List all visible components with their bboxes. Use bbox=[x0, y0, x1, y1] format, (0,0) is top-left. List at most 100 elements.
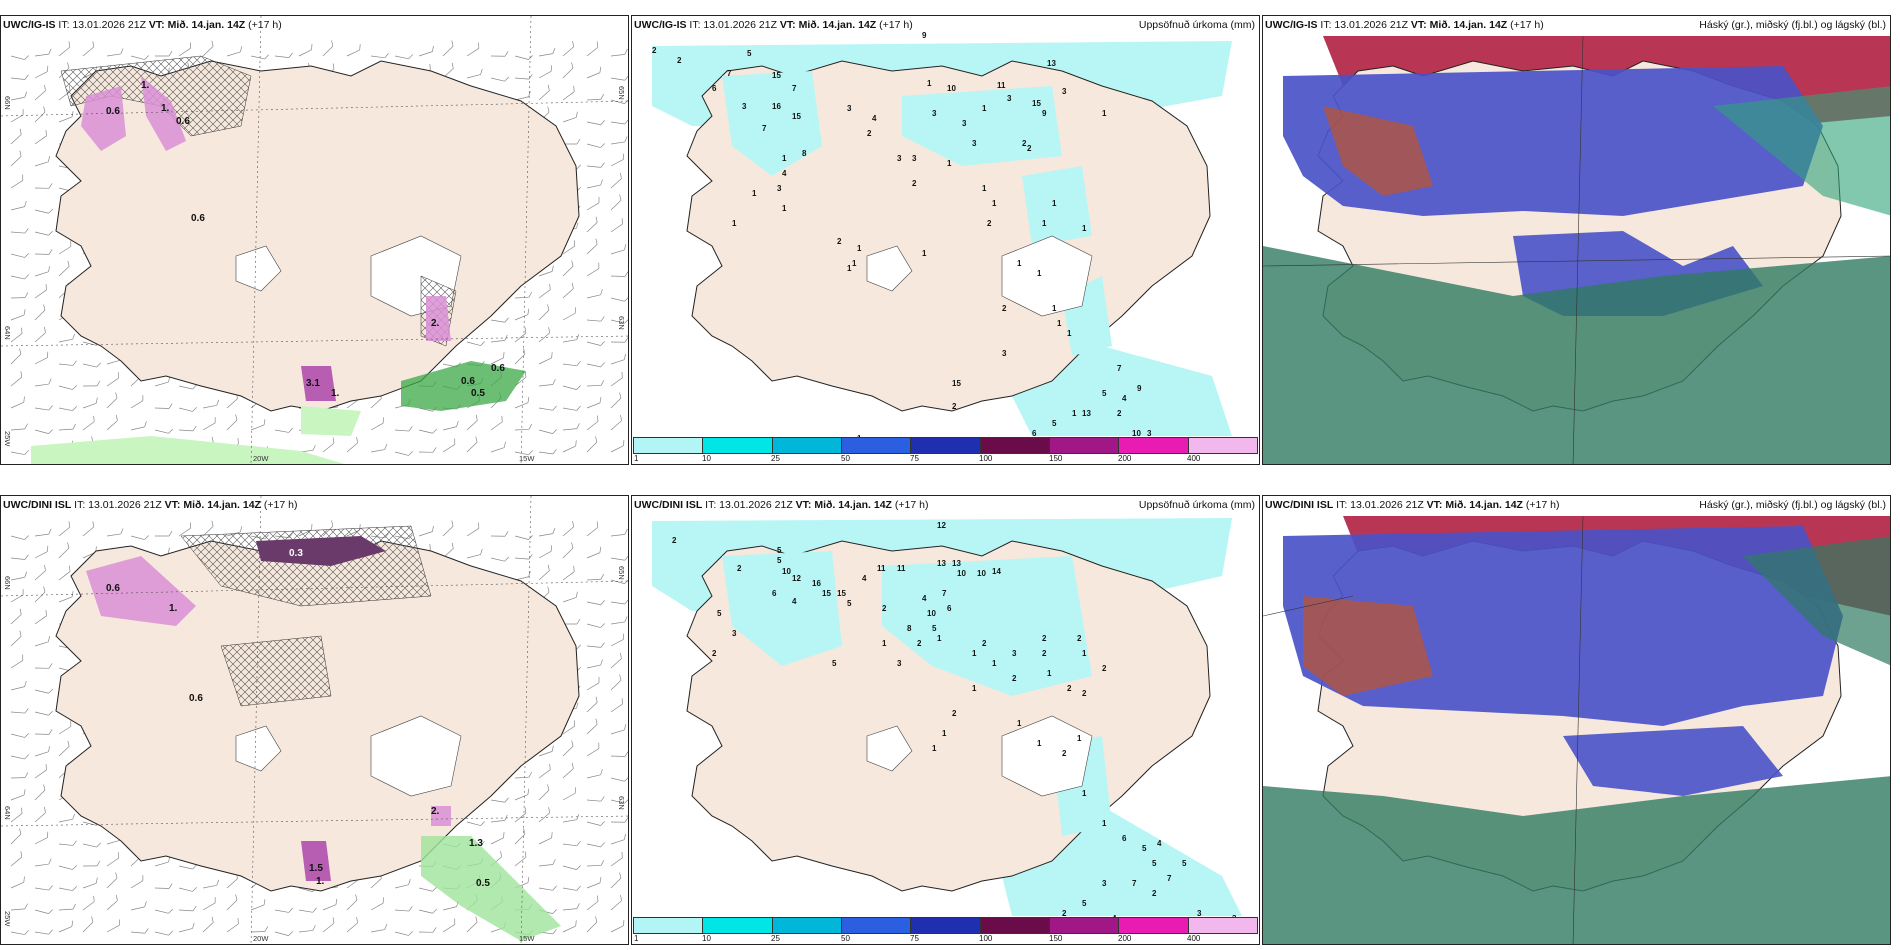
wind-barb bbox=[610, 392, 622, 409]
precip-value: 2 bbox=[712, 649, 717, 658]
panel-title: Háský (gr.), miðský (fj.bl.) og lágský (… bbox=[1699, 19, 1886, 31]
wind-barb bbox=[34, 156, 51, 167]
rain-label: 1.3 bbox=[469, 838, 483, 849]
wind-barb bbox=[490, 441, 506, 453]
precip-value: 10 bbox=[957, 569, 966, 578]
wind-barb bbox=[514, 571, 531, 581]
precip-light-area bbox=[1022, 166, 1092, 246]
wind-barb bbox=[58, 542, 70, 559]
wind-barb bbox=[586, 196, 600, 211]
wind-barb bbox=[10, 174, 24, 189]
colorbar-label: 10 bbox=[702, 454, 711, 463]
wind-barb bbox=[466, 436, 478, 453]
lat-label: 64N bbox=[3, 806, 12, 820]
wind-barb bbox=[442, 918, 456, 933]
snow-labels: 0.3 0.6 1. 0.6 2. 1.5 1. 1.3 0.5 bbox=[106, 548, 490, 889]
wind-barb bbox=[514, 308, 530, 321]
wind-barb bbox=[586, 362, 605, 368]
colorbar-swatch bbox=[634, 438, 704, 453]
rain-area-light bbox=[301, 406, 361, 436]
wind-barb bbox=[394, 54, 413, 60]
wind-barb bbox=[490, 351, 505, 365]
wind-barb bbox=[34, 545, 49, 559]
lat-label: 65N bbox=[617, 86, 626, 100]
precip-value: 5 bbox=[832, 659, 837, 668]
precip-value: 2 bbox=[677, 56, 682, 65]
precip-value: 2 bbox=[912, 179, 917, 188]
wind-barb bbox=[610, 75, 628, 81]
precip-value: 1 bbox=[937, 634, 942, 643]
wind-barb bbox=[10, 571, 28, 581]
wind-barb bbox=[106, 919, 120, 933]
wind-barb bbox=[466, 42, 480, 57]
wind-barb bbox=[466, 414, 478, 431]
wind-barb bbox=[154, 530, 173, 537]
panel-header: UWC/IG-IS IT: 13.01.2026 21Z VT: Mið. 14… bbox=[634, 19, 913, 31]
wind-barb bbox=[10, 292, 29, 299]
wind-barb bbox=[298, 445, 316, 453]
precip-value: 7 bbox=[727, 69, 732, 78]
wind-barb bbox=[562, 762, 574, 779]
precip-value: 13 bbox=[952, 559, 961, 568]
precip-value: 5 bbox=[717, 609, 722, 618]
wind-barb bbox=[322, 898, 338, 911]
precip-value: 3 bbox=[1012, 649, 1017, 658]
snow-labels: 0.6 1. 1. 0.6 0.6 3.1 1. 2. 0.6 0.6 0.5 bbox=[106, 80, 505, 399]
precip-value: 10 bbox=[782, 567, 791, 576]
precip-value: 2 bbox=[1062, 909, 1067, 918]
wind-barb bbox=[538, 84, 550, 101]
wind-barb bbox=[34, 183, 53, 189]
snow-area bbox=[431, 806, 451, 826]
wind-barb bbox=[250, 926, 269, 933]
colorbar-swatch bbox=[703, 438, 773, 453]
wind-barb bbox=[34, 284, 47, 299]
colorbar-label: 150 bbox=[1049, 934, 1063, 943]
iceland-land bbox=[55, 60, 580, 412]
wind-barb bbox=[58, 260, 70, 277]
wind-barb bbox=[58, 385, 77, 390]
wind-barb bbox=[154, 930, 173, 936]
precip-value: 4 bbox=[1122, 394, 1127, 403]
wind-barb bbox=[202, 897, 216, 911]
wind-barb bbox=[10, 754, 29, 760]
wind-barb bbox=[34, 710, 53, 716]
wind-barb bbox=[562, 282, 574, 299]
wind-barb bbox=[10, 903, 28, 911]
wind-barb bbox=[586, 573, 605, 581]
wind-barb bbox=[34, 784, 46, 801]
lat-label: 64N bbox=[3, 326, 12, 340]
colorbar: 1 10 25 50 75 100 150 200 400 bbox=[633, 437, 1258, 463]
wind-barb bbox=[562, 405, 581, 411]
wind-barb bbox=[58, 565, 71, 581]
wind-barb bbox=[442, 520, 454, 537]
precip-value: 5 bbox=[1102, 389, 1107, 398]
snow-label: 1. bbox=[169, 603, 178, 614]
precip-value: 2 bbox=[1152, 889, 1157, 898]
precip-value: 5 bbox=[747, 49, 752, 58]
wind-barb bbox=[394, 426, 413, 432]
wind-barb bbox=[130, 421, 147, 431]
wind-barb bbox=[274, 52, 293, 58]
wind-barb bbox=[562, 814, 580, 823]
wind-barb bbox=[202, 417, 216, 431]
wind-barb bbox=[154, 908, 173, 914]
wind-barb bbox=[586, 696, 598, 713]
wind-barb bbox=[586, 238, 598, 255]
wind-barb bbox=[610, 172, 622, 189]
precip-value: 1 bbox=[1082, 649, 1087, 658]
precip-light-area bbox=[882, 556, 1092, 696]
precip-value: 1 bbox=[1052, 304, 1057, 313]
wind-barb bbox=[586, 380, 605, 387]
wind-barb bbox=[370, 443, 388, 453]
wind-barb bbox=[10, 200, 27, 211]
wind-barb bbox=[562, 138, 581, 145]
precip-value: 7 bbox=[1132, 879, 1137, 888]
wind-barb bbox=[10, 851, 23, 867]
wind-barb bbox=[10, 772, 29, 779]
wind-barb bbox=[562, 591, 578, 603]
wind-barb bbox=[514, 91, 531, 101]
wind-barb bbox=[466, 821, 485, 826]
